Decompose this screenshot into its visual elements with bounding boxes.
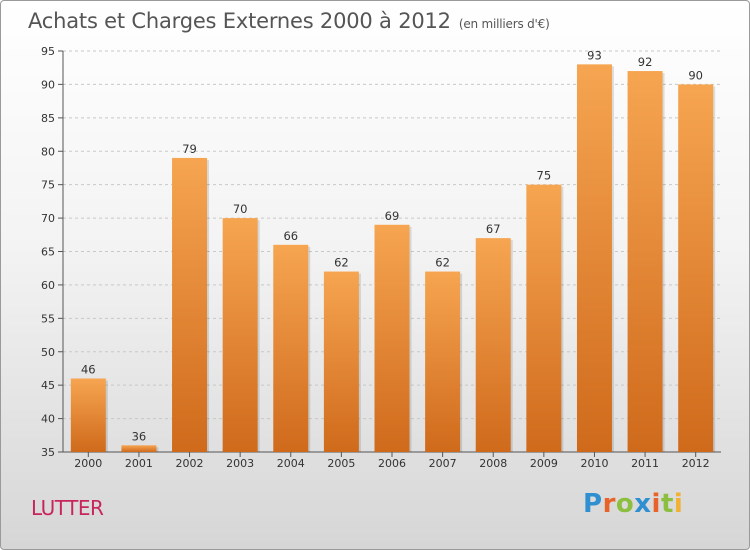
y-tick-label: 95	[41, 45, 55, 58]
chart-title-text: Achats et Charges Externes 2000 à 2012	[28, 9, 451, 33]
bar	[70, 378, 106, 452]
x-tick-label: 2006	[378, 457, 406, 470]
y-tick-label: 55	[41, 312, 55, 325]
bar	[627, 71, 663, 453]
y-tick-label: 65	[41, 246, 55, 259]
x-tick-label: 2007	[429, 457, 457, 470]
bar-value-label: 66	[283, 229, 298, 243]
bar-value-label: 46	[81, 362, 96, 376]
bar	[425, 271, 461, 452]
x-tick-label: 2011	[631, 457, 659, 470]
bar-value-label: 70	[233, 202, 248, 216]
bar	[678, 84, 714, 453]
x-tick-label: 2009	[530, 457, 558, 470]
x-tick-label: 2000	[74, 457, 102, 470]
y-tick-label: 70	[41, 212, 55, 225]
bar	[273, 244, 309, 452]
logo-letter: r	[602, 489, 616, 519]
y-tick-label: 50	[41, 346, 55, 359]
bar	[323, 271, 359, 452]
x-tick-label: 2004	[277, 457, 305, 470]
bar	[576, 64, 612, 452]
x-tick-label: 2005	[327, 457, 355, 470]
y-tick-label: 35	[41, 446, 55, 459]
bar	[475, 238, 511, 452]
bar-value-label: 62	[435, 256, 450, 270]
x-tick-label: 2003	[226, 457, 254, 470]
bar-value-label: 92	[638, 55, 653, 69]
chart-title: Achats et Charges Externes 2000 à 2012 (e…	[28, 9, 550, 33]
commune-name: LUTTER	[31, 496, 104, 520]
logo-letter: P	[583, 489, 603, 519]
y-tick-label: 45	[41, 379, 55, 392]
bar-value-label: 75	[537, 169, 552, 183]
y-tick-label: 85	[41, 112, 55, 125]
logo-letter: i	[673, 489, 684, 519]
x-tick-label: 2008	[479, 457, 507, 470]
bar	[374, 224, 410, 452]
bar-value-label: 62	[334, 256, 349, 270]
proxiti-logo: Proxiti	[583, 489, 683, 519]
logo-letter: o	[615, 489, 635, 519]
x-tick-label: 2012	[682, 457, 710, 470]
labels: 2000 46 2001 36 2002 79 2003 70 2004 66 2005 62 2006…	[74, 48, 709, 470]
bar	[172, 157, 208, 452]
bar-value-label: 93	[587, 48, 602, 62]
bar	[121, 445, 157, 452]
bar-value-label: 69	[385, 209, 400, 223]
logo-letter: t	[660, 489, 674, 519]
logo-letter: x	[634, 489, 652, 519]
bar	[222, 218, 258, 452]
x-tick-label: 2010	[580, 457, 608, 470]
bar-value-label: 90	[688, 68, 703, 82]
x-tick-label: 2001	[125, 457, 153, 470]
y-tick-label: 80	[41, 145, 55, 158]
bars	[70, 64, 716, 453]
bar-value-label: 67	[486, 222, 501, 236]
bar-value-label: 79	[182, 142, 197, 156]
x-tick-label: 2002	[176, 457, 204, 470]
y-tick-label: 60	[41, 279, 55, 292]
chart-subtitle: (en milliers d'€)	[458, 17, 550, 31]
y-tick-label: 75	[41, 179, 55, 192]
bar-value-label: 36	[132, 429, 147, 443]
y-tick-label: 90	[41, 78, 55, 91]
logo-letter: i	[651, 489, 661, 519]
bar	[526, 184, 562, 452]
y-tick-label: 40	[41, 413, 55, 426]
